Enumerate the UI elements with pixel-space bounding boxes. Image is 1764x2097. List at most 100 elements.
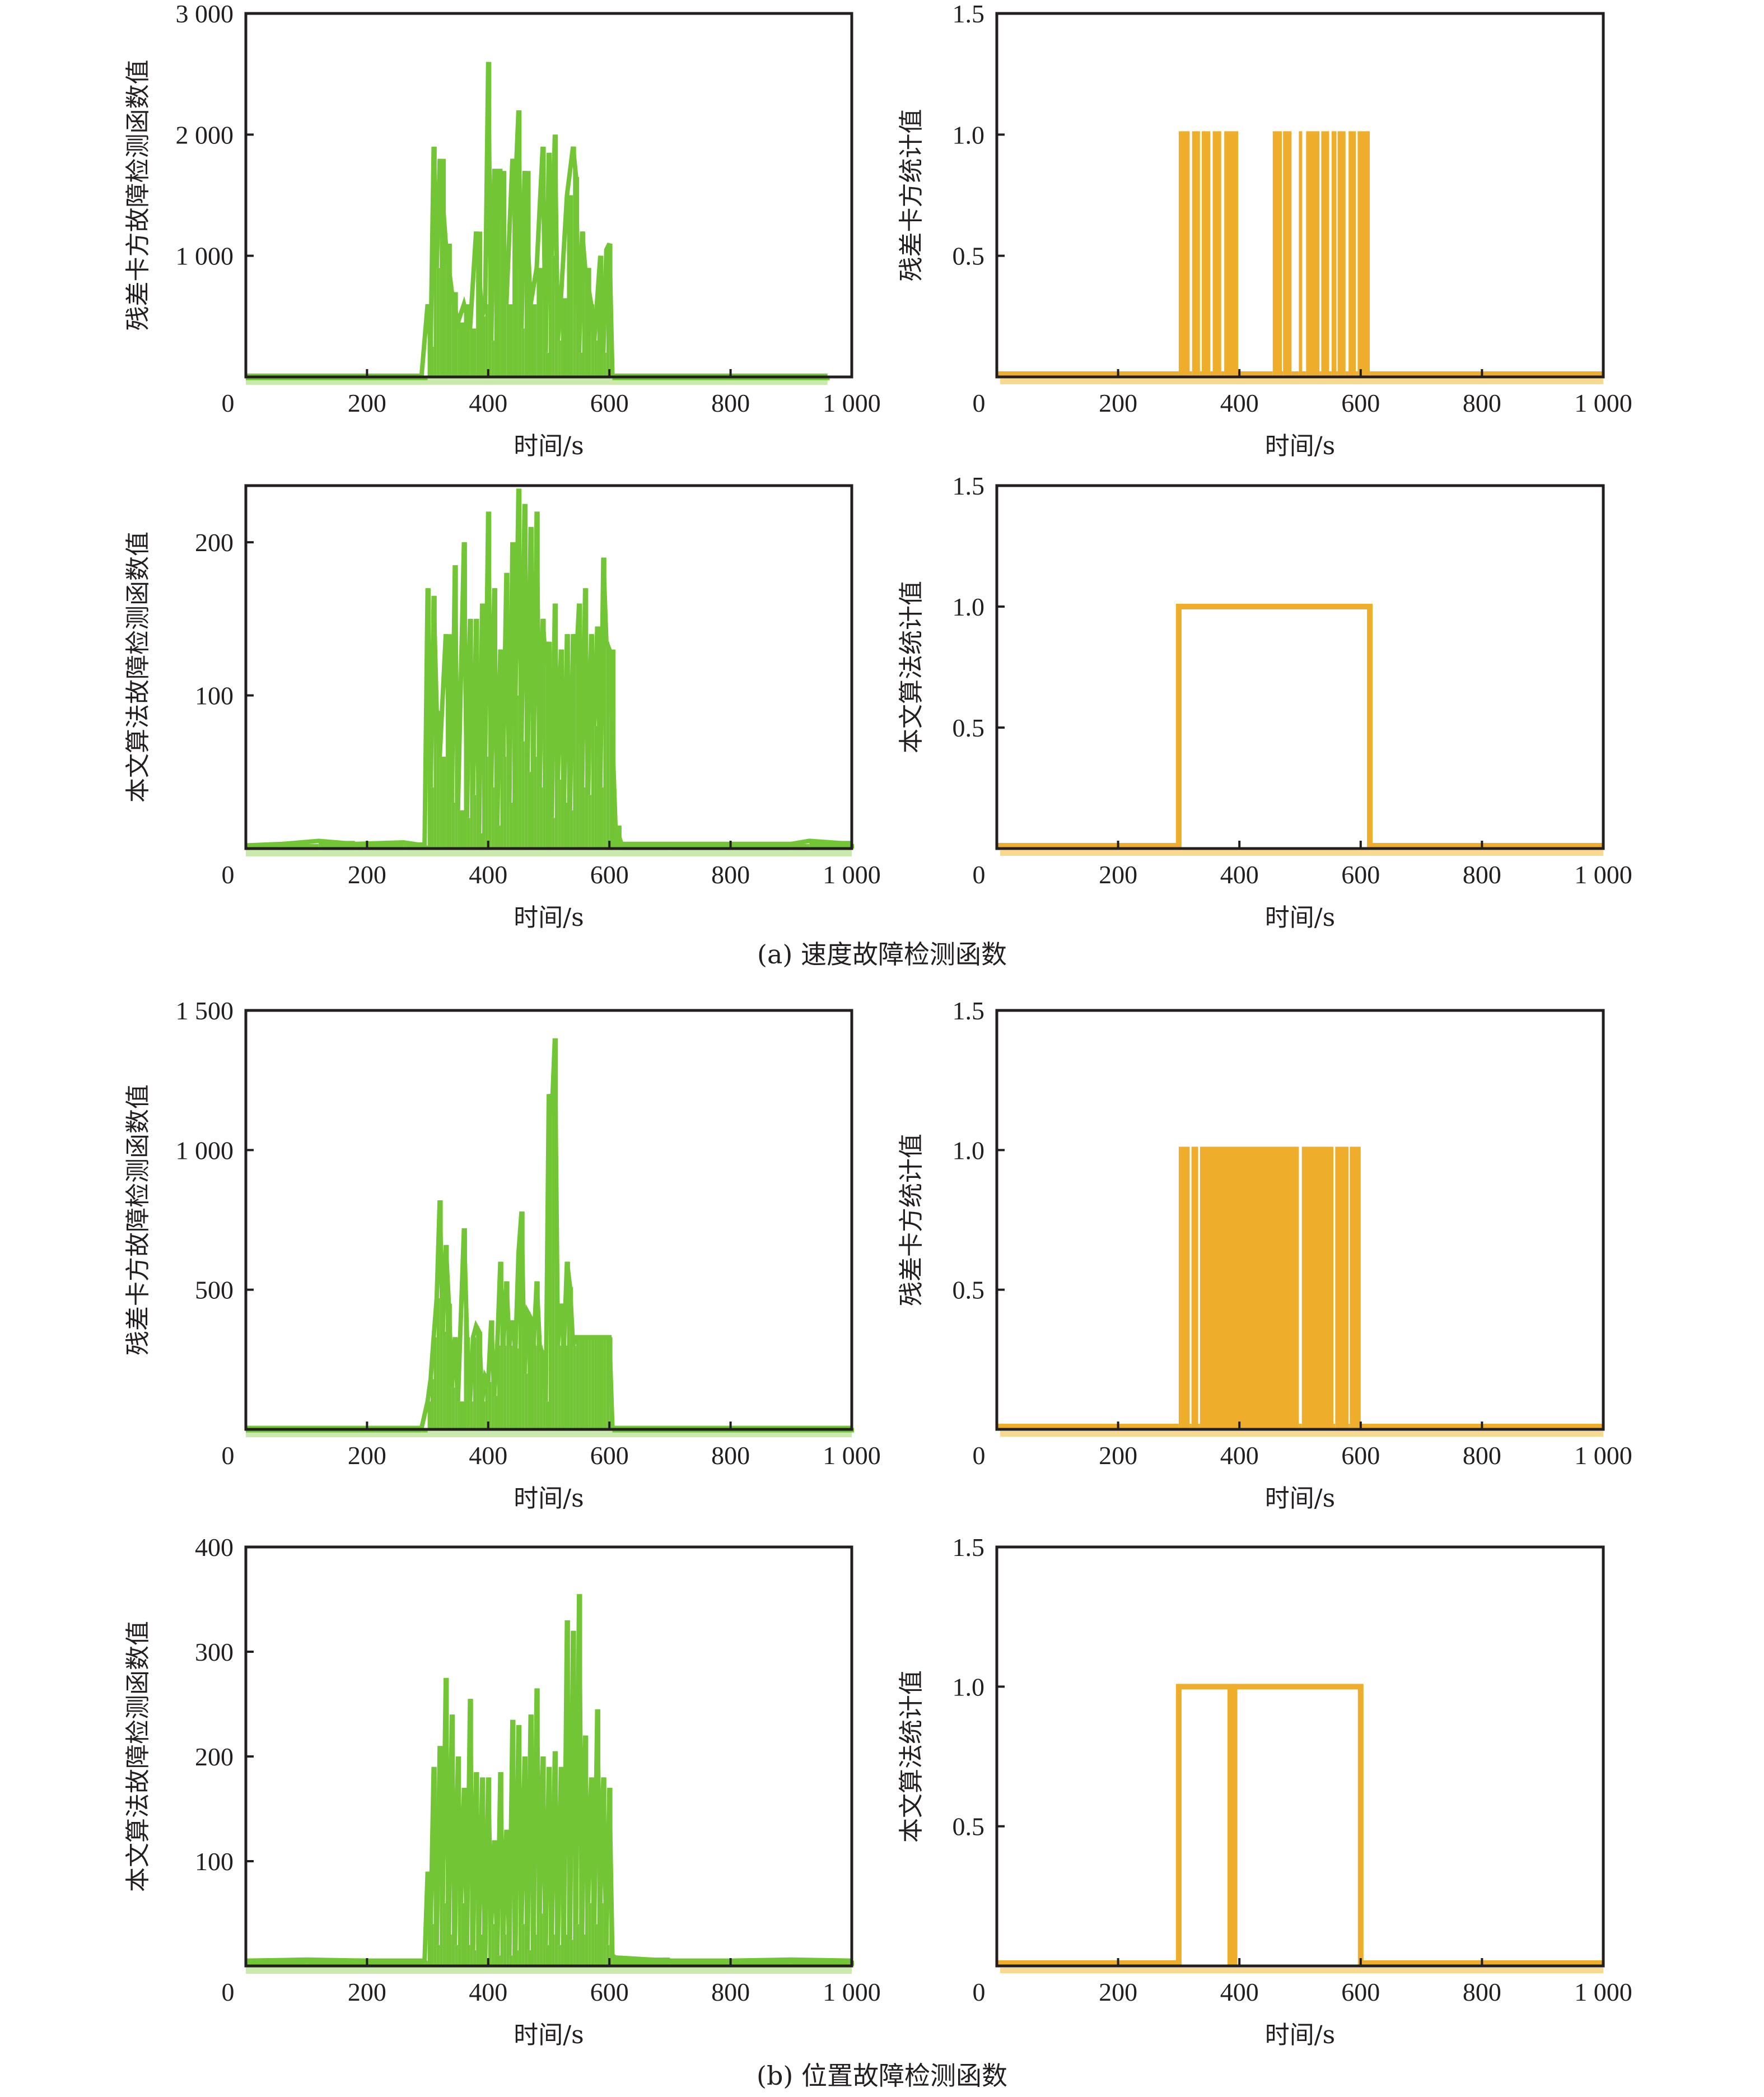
stat-series (997, 1684, 1603, 1973)
series-point (570, 1940, 573, 1966)
series-point (533, 1934, 537, 1966)
x-tick-label: 400 (469, 1441, 507, 1470)
x-tick-label: 800 (1463, 860, 1501, 889)
stat-alarm-block (1321, 131, 1329, 378)
x-tick-label: 1 000 (1574, 860, 1632, 889)
y-axis-title: 残差卡方故障检测函数值 (124, 60, 152, 331)
x-tick-label: 200 (1099, 860, 1137, 889)
y-tick-label: 0.5 (953, 1812, 985, 1841)
stat-alarm-block (1283, 131, 1292, 378)
series-point (497, 1955, 501, 1966)
y-axis-title: 残差卡方统计值 (897, 1134, 926, 1306)
series-point (440, 159, 446, 377)
series-point (509, 1955, 513, 1966)
x-tick-label: 600 (590, 1978, 629, 2006)
chart-b-proposed-func: 0 200 400 600 800 1 000100200300400时间/s本文算法故障… (124, 1533, 881, 2049)
series-line (246, 62, 828, 378)
series-point (579, 1337, 582, 1429)
series-point (549, 152, 552, 377)
series-point (491, 787, 494, 849)
stat-alarm-block (1224, 131, 1239, 378)
series-point (594, 1924, 598, 1966)
series-line (246, 1038, 852, 1430)
stat-alarm-step (1231, 1684, 1364, 1966)
series-point (567, 195, 573, 377)
series-point (564, 1934, 567, 1966)
series-point (451, 1387, 455, 1429)
series-point (431, 787, 434, 849)
series-point (552, 818, 555, 849)
stat-series (997, 131, 1603, 384)
caption-b: (b) 位置故障检测函数 (757, 2061, 1007, 2091)
x-tick-label: 800 (711, 860, 750, 889)
series-point (600, 1903, 604, 1966)
x-tick-label: 1 000 (1574, 1441, 1632, 1470)
stat-alarm-block (1331, 131, 1337, 378)
series-point (582, 231, 585, 377)
x-tick-label: 1 000 (823, 860, 881, 889)
series-point (470, 1401, 473, 1429)
series-point (512, 159, 516, 377)
series-point (436, 268, 440, 377)
x-tick-label: 400 (1220, 389, 1259, 417)
series-point (503, 1345, 507, 1429)
y-tick-label: 0.5 (953, 242, 985, 271)
series-point (670, 1960, 731, 1966)
series-point (545, 1401, 549, 1429)
stat-alarm-step (1175, 604, 1373, 849)
chart-a-chi2-stat: 0 200 400 600 800 1 000 0.5 1.0 1.5 时间/s 残差卡方统计值 (897, 0, 1632, 460)
stat-alarm-block (1337, 131, 1346, 378)
series-point (558, 341, 561, 377)
series-point (479, 1934, 482, 1966)
plot-frame (244, 1009, 853, 1431)
series-point (533, 1345, 537, 1429)
x-tick-label: 800 (1463, 389, 1501, 417)
x-tick-label: 400 (1220, 1441, 1259, 1470)
series-point (476, 1326, 479, 1429)
series-point (506, 1281, 510, 1429)
stat-alarm-block (1335, 1147, 1349, 1429)
plot-frame (995, 1009, 1605, 1431)
series-point (588, 795, 591, 849)
x-tick-label: 1 000 (1574, 389, 1632, 417)
series-point (591, 1337, 595, 1429)
series-point (530, 304, 537, 377)
y-tick-label: 100 (195, 1847, 234, 1876)
series-point (573, 146, 576, 377)
chart-a-proposed-stat: 0 200 400 600 800 1 000 0.5 1.0 1.5 时间/s 本文算法统计值 (897, 472, 1632, 932)
function-series (246, 1038, 854, 1437)
series-point (503, 756, 507, 849)
series-point (427, 1401, 431, 1429)
chart-a-proposed-func: 0 200 400 600 800 1 000 100 200 时间/s 本文算法故障检测函数值 (124, 484, 881, 932)
chart-b-chi2-stat: 0 200 400 600 800 1 000 0.5 1.0 1.5 时间/s 残差卡方统计值 (897, 996, 1632, 1513)
series-point (552, 1934, 555, 1966)
y-tick-label: 1 000 (176, 242, 234, 271)
series-point (494, 171, 501, 377)
stat-alarm-block (1178, 1147, 1190, 1429)
x-tick-label: 600 (1341, 1441, 1380, 1470)
series-point (606, 249, 610, 377)
stat-alarm-step (1175, 1684, 1233, 1966)
plot-frame (995, 484, 1605, 850)
series-point (594, 341, 598, 377)
y-tick-label: 300 (195, 1638, 234, 1666)
series-point (473, 1337, 477, 1429)
series-point (473, 795, 477, 849)
x-tick-label: 800 (1463, 1441, 1501, 1470)
x-axis-title: 时间/s (1265, 903, 1335, 932)
x-tick-label: 400 (1220, 1978, 1259, 2006)
series-point (570, 1287, 573, 1429)
series-point (576, 664, 580, 849)
series-point (585, 1337, 589, 1429)
series-point (455, 1945, 458, 1966)
series-line (245, 1594, 852, 1963)
x-tick-label: 600 (590, 860, 629, 889)
x-tick-label: 200 (348, 389, 386, 417)
x-tick-label: 1 000 (1574, 1978, 1632, 2006)
y-tick-label: 1.5 (953, 0, 985, 28)
series-point (451, 802, 455, 849)
series-point (485, 1376, 488, 1429)
series-point (543, 618, 546, 849)
function-series (246, 62, 830, 385)
x-axis-title: 时间/s (1265, 432, 1335, 460)
